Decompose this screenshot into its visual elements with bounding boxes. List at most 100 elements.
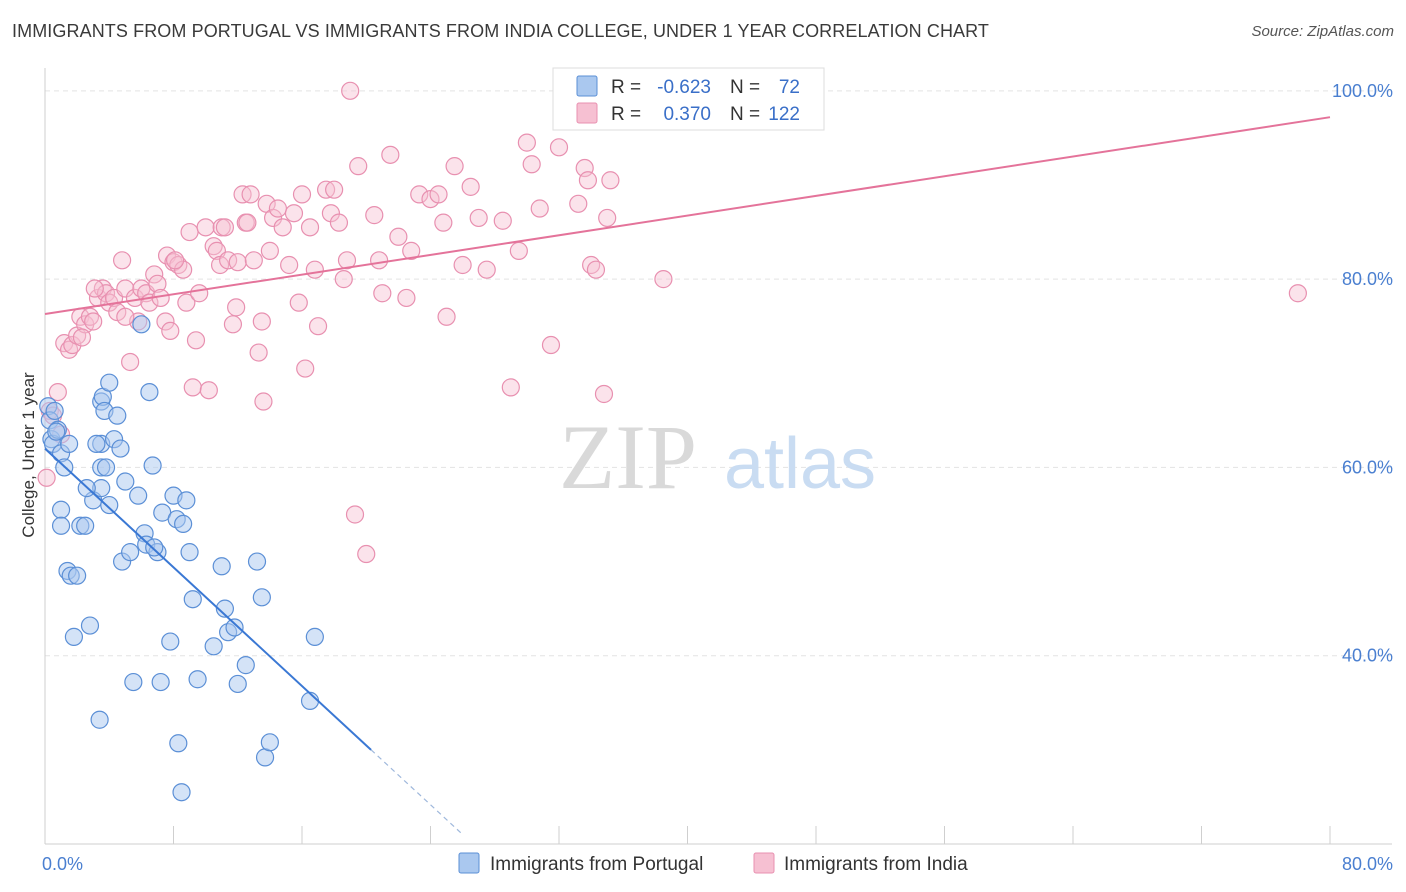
data-point-portugal bbox=[169, 734, 188, 753]
data-point-portugal bbox=[100, 495, 119, 515]
data-point-portugal bbox=[151, 672, 170, 692]
data-point-india bbox=[161, 321, 180, 341]
data-point-portugal bbox=[80, 616, 100, 635]
data-point-india bbox=[72, 328, 92, 347]
data-point-india bbox=[329, 213, 349, 232]
bottom-legend: Immigrants from Portugal Immigrants from… bbox=[458, 852, 968, 875]
data-point-portugal bbox=[180, 543, 199, 562]
legend-n-label-india: N = bbox=[730, 104, 760, 125]
data-point-india bbox=[373, 284, 392, 303]
data-point-portugal bbox=[300, 691, 320, 710]
data-point-portugal bbox=[68, 566, 87, 585]
data-point-india bbox=[116, 307, 135, 326]
data-point-india bbox=[381, 145, 400, 164]
data-point-india bbox=[325, 180, 344, 199]
data-point-india bbox=[1288, 284, 1307, 303]
data-point-india bbox=[241, 185, 260, 204]
data-point-portugal bbox=[51, 500, 71, 519]
data-point-india bbox=[254, 392, 273, 411]
y-tick-label: 100.0% bbox=[1332, 81, 1393, 101]
legend-swatch-india bbox=[576, 102, 598, 124]
data-point-portugal bbox=[260, 733, 279, 752]
data-point-india bbox=[289, 293, 308, 312]
data-point-india bbox=[37, 468, 56, 487]
data-point-portugal bbox=[305, 627, 324, 646]
trendline-india bbox=[44, 116, 1331, 315]
data-point-portugal bbox=[145, 538, 164, 557]
data-point-portugal bbox=[215, 599, 234, 618]
data-point-india bbox=[569, 194, 588, 213]
data-point-portugal bbox=[100, 373, 119, 392]
data-point-india bbox=[48, 382, 67, 402]
data-point-portugal bbox=[87, 434, 106, 453]
data-point-india bbox=[84, 312, 103, 331]
data-point-india bbox=[445, 157, 464, 176]
x-tick-label: 80.0% bbox=[1342, 854, 1393, 874]
data-point-portugal bbox=[174, 514, 193, 534]
data-point-portugal bbox=[47, 422, 66, 441]
data-point-india bbox=[308, 317, 328, 336]
bottom-legend-label-india: Immigrants from India bbox=[784, 854, 968, 875]
chart-source: Source: ZipAtlas.com bbox=[1251, 23, 1394, 40]
data-point-india bbox=[186, 331, 206, 350]
watermark-zip: ZIP bbox=[559, 406, 697, 508]
data-point-india bbox=[594, 384, 614, 404]
data-point-portugal bbox=[121, 543, 140, 562]
legend-frame bbox=[552, 67, 825, 131]
data-point-india bbox=[180, 222, 199, 242]
data-point-india bbox=[121, 352, 140, 372]
y-tick-label: 80.0% bbox=[1342, 269, 1393, 289]
data-point-india bbox=[260, 241, 279, 260]
data-point-india bbox=[410, 185, 429, 204]
data-point-india bbox=[223, 315, 243, 334]
data-point-portugal bbox=[212, 557, 231, 576]
data-point-india bbox=[501, 378, 520, 397]
data-point-portugal bbox=[225, 618, 244, 637]
data-point-portugal bbox=[228, 674, 247, 694]
trendline-portugal bbox=[44, 447, 372, 751]
y-axis-label: College, Under 1 year bbox=[19, 372, 38, 538]
data-point-india bbox=[437, 307, 456, 326]
data-point-india bbox=[357, 544, 376, 564]
data-point-india bbox=[370, 251, 389, 270]
data-point-india bbox=[530, 199, 549, 218]
data-point-portugal bbox=[188, 670, 207, 689]
data-point-portugal bbox=[108, 406, 127, 425]
data-point-india bbox=[228, 253, 247, 272]
data-point-portugal bbox=[64, 627, 84, 646]
data-point-india bbox=[586, 260, 606, 279]
data-point-india bbox=[402, 241, 421, 260]
data-point-portugal bbox=[252, 588, 271, 607]
data-point-portugal bbox=[132, 315, 151, 334]
data-point-india bbox=[654, 270, 673, 289]
data-point-india bbox=[156, 312, 175, 331]
data-point-india bbox=[292, 185, 312, 204]
legend-r-label-portugal: R = bbox=[611, 77, 641, 98]
data-point-portugal bbox=[116, 472, 135, 491]
data-point-india bbox=[337, 251, 357, 270]
data-point-india bbox=[345, 505, 365, 524]
data-point-india bbox=[429, 185, 448, 204]
data-point-india bbox=[63, 335, 82, 355]
data-point-india bbox=[469, 208, 488, 228]
trendlines bbox=[44, 116, 1331, 835]
data-point-india bbox=[341, 81, 360, 100]
data-point-india bbox=[296, 359, 315, 378]
data-point-portugal bbox=[59, 434, 79, 453]
data-point-india bbox=[389, 227, 408, 246]
legend-n-label-portugal: N = bbox=[730, 77, 760, 98]
y-tick-label: 40.0% bbox=[1342, 646, 1393, 666]
data-point-portugal bbox=[177, 491, 196, 510]
series-portugal-points bbox=[39, 315, 324, 802]
legend-r-value-portugal: -0.623 bbox=[657, 77, 711, 98]
legend-swatch-portugal bbox=[576, 75, 598, 97]
data-point-portugal bbox=[129, 486, 148, 505]
series-india-points bbox=[37, 81, 1307, 564]
data-point-india bbox=[166, 251, 185, 270]
data-point-portugal bbox=[247, 552, 267, 571]
chart-title: IMMIGRANTS FROM PORTUGAL VS IMMIGRANTS F… bbox=[12, 21, 990, 41]
grid-lines bbox=[45, 90, 1392, 657]
data-point-india bbox=[517, 133, 536, 152]
data-point-india bbox=[397, 288, 416, 308]
